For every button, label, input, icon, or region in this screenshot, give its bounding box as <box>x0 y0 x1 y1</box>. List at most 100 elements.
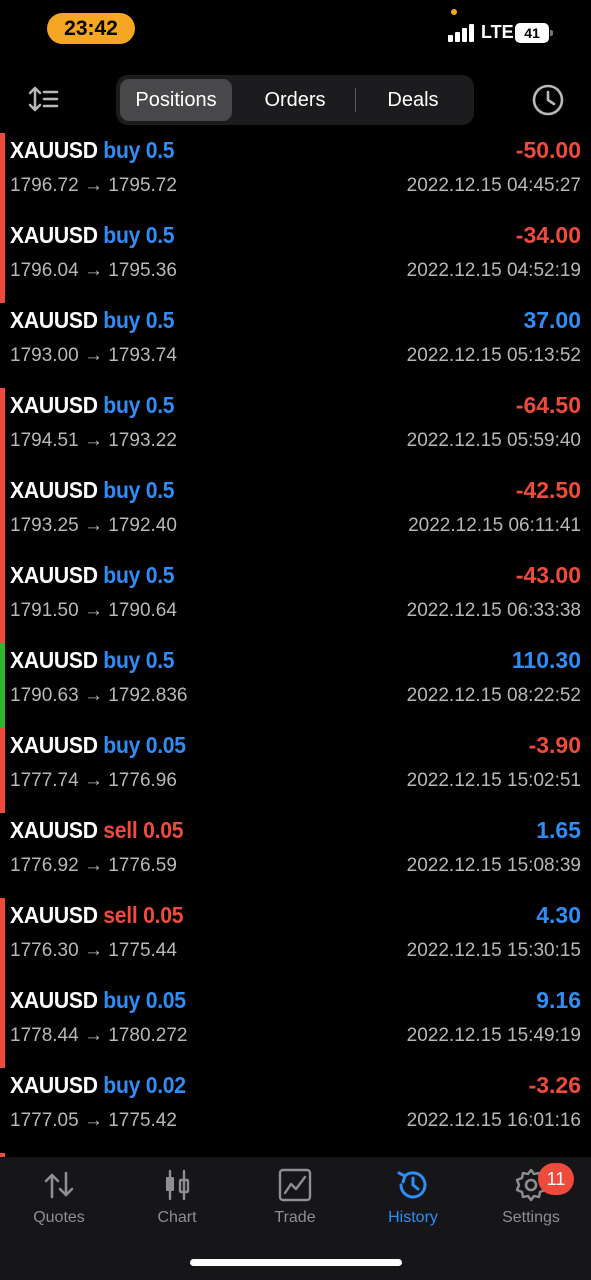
deal-prices: 1793.00 → 1793.74 <box>10 345 177 366</box>
deal-symbol: XAUUSD <box>10 987 98 1013</box>
deal-symbol: XAUUSD <box>10 647 98 673</box>
deal-row[interactable]: XAUUSD buy 0.02 1777.05 → 1775.42 -3.26 202… <box>0 1068 591 1153</box>
deal-title: XAUUSD sell 0.05 <box>10 902 183 929</box>
deal-volume: 0.5 <box>145 392 175 418</box>
battery-icon: 41 <box>515 23 553 43</box>
deal-profit: -64.50 <box>515 392 581 418</box>
deal-prices: 1796.72 → 1795.72 <box>10 175 177 196</box>
arrows-updown-icon <box>44 1171 74 1199</box>
deal-prices: 1794.51 → 1793.22 <box>10 430 177 451</box>
deal-row[interactable]: XAUUSD sell 0.05 1776.92 → 1776.59 1.65 202… <box>0 813 591 898</box>
privacy-indicator-dot <box>451 9 457 15</box>
deal-profit: -3.90 <box>528 732 581 758</box>
tab-history[interactable]: History <box>354 1167 472 1247</box>
deal-marker-bar <box>0 388 5 473</box>
view-segmented-control: Positions Orders Deals <box>116 75 474 125</box>
deal-prices: 1776.30 → 1775.44 <box>10 940 177 961</box>
deal-row[interactable]: XAUUSD buy 0.05 1778.44 → 1780.272 9.16 202… <box>0 983 591 1068</box>
deal-row[interactable]: XAUUSD buy 0.5 1796.72 → 1795.72 -50.00 202… <box>0 133 591 218</box>
deal-profit: 37.00 <box>523 307 581 333</box>
segment-divider <box>355 88 356 112</box>
deal-time: 2022.12.15 15:30:15 <box>406 940 581 961</box>
deal-time: 2022.12.15 15:02:51 <box>406 770 581 791</box>
deal-symbol: XAUUSD <box>10 562 98 588</box>
tab-bar: Quotes Chart Trade History Settings 11 <box>0 1157 591 1280</box>
tab-trade[interactable]: Trade <box>236 1167 354 1247</box>
deal-marker-bar <box>0 898 5 983</box>
deal-marker-bar <box>0 218 5 303</box>
deal-marker-bar <box>0 728 5 813</box>
trade-chart-icon <box>278 1168 312 1202</box>
deal-profit: 1.65 <box>536 817 581 843</box>
deal-row[interactable]: XAUUSD buy 0.5 1790.63 → 1792.836 110.30 20… <box>0 643 591 728</box>
deal-side: buy <box>103 392 141 418</box>
deal-side: buy <box>103 1072 141 1098</box>
clock-icon[interactable] <box>531 83 565 117</box>
network-type: LTE <box>481 22 514 42</box>
tab-settings[interactable]: Settings 11 <box>472 1163 590 1247</box>
status-bar: 23:42 LTE 41 <box>0 0 591 62</box>
deal-time: 2022.12.15 16:01:16 <box>406 1110 581 1131</box>
deal-title: XAUUSD buy 0.5 <box>10 307 175 334</box>
deal-marker-bar <box>0 133 5 218</box>
deal-row[interactable]: XAUUSD sell 0.05 1776.30 → 1775.44 4.30 202… <box>0 898 591 983</box>
deal-time: 2022.12.15 08:22:52 <box>406 685 581 706</box>
deal-time: 2022.12.15 05:13:52 <box>406 345 581 366</box>
tab-quotes[interactable]: Quotes <box>0 1167 118 1247</box>
deal-side: buy <box>103 732 141 758</box>
deal-title: XAUUSD sell 0.05 <box>10 817 183 844</box>
cellular-signal-icon <box>448 24 476 42</box>
next-row-marker <box>0 1153 5 1157</box>
deal-prices: 1778.44 → 1780.272 <box>10 1025 188 1046</box>
deal-row[interactable]: XAUUSD buy 0.5 1791.50 → 1790.64 -43.00 202… <box>0 558 591 643</box>
tab-settings-label: Settings <box>502 1209 560 1226</box>
tab-trade-label: Trade <box>274 1209 316 1226</box>
deal-symbol: XAUUSD <box>10 732 98 758</box>
deal-symbol: XAUUSD <box>10 477 98 503</box>
tab-chart[interactable]: Chart <box>118 1167 236 1247</box>
deal-row[interactable]: XAUUSD buy 0.5 1793.25 → 1792.40 -42.50 202… <box>0 473 591 558</box>
deal-title: XAUUSD buy 0.02 <box>10 1072 186 1099</box>
deal-marker-bar <box>0 473 5 558</box>
deal-symbol: XAUUSD <box>10 902 98 928</box>
deal-volume: 0.5 <box>145 647 175 673</box>
deal-volume: 0.05 <box>145 987 186 1013</box>
deal-profit: 110.30 <box>511 647 581 673</box>
deal-profit: -42.50 <box>515 477 581 503</box>
deal-title: XAUUSD buy 0.05 <box>10 732 186 759</box>
deal-symbol: XAUUSD <box>10 392 98 418</box>
deal-side: buy <box>103 222 141 248</box>
deal-volume: 0.05 <box>145 732 186 758</box>
status-time: 23:42 <box>47 13 135 44</box>
home-indicator <box>190 1259 402 1266</box>
tab-history-label: History <box>388 1209 438 1226</box>
deal-side: sell <box>103 817 138 843</box>
deal-volume: 0.5 <box>145 222 175 248</box>
deal-time: 2022.12.15 15:08:39 <box>406 855 581 876</box>
deal-volume: 0.5 <box>145 137 175 163</box>
tab-positions[interactable]: Positions <box>120 79 232 121</box>
deal-time: 2022.12.15 04:52:19 <box>406 260 581 281</box>
deal-row[interactable]: XAUUSD buy 0.5 1796.04 → 1795.36 -34.00 202… <box>0 218 591 303</box>
deal-row[interactable]: XAUUSD buy 0.5 1794.51 → 1793.22 -64.50 202… <box>0 388 591 473</box>
deal-profit: -34.00 <box>515 222 581 248</box>
deal-row[interactable]: XAUUSD buy 0.05 1777.74 → 1776.96 -3.90 202… <box>0 728 591 813</box>
deal-title: XAUUSD buy 0.05 <box>10 987 186 1014</box>
deal-prices: 1793.25 → 1792.40 <box>10 515 177 536</box>
deal-symbol: XAUUSD <box>10 817 98 843</box>
deal-title: XAUUSD buy 0.5 <box>10 222 175 249</box>
deal-symbol: XAUUSD <box>10 137 98 163</box>
candlestick-icon <box>166 1169 190 1201</box>
deal-time: 2022.12.15 15:49:19 <box>406 1025 581 1046</box>
deal-time: 2022.12.15 06:33:38 <box>406 600 581 621</box>
deal-row[interactable]: XAUUSD buy 0.5 1793.00 → 1793.74 37.00 2022… <box>0 303 591 388</box>
deal-marker-bar <box>0 558 5 643</box>
tab-orders[interactable]: Orders <box>264 89 326 111</box>
deal-side: buy <box>103 647 141 673</box>
tab-deals[interactable]: Deals <box>387 89 439 111</box>
deal-title: XAUUSD buy 0.5 <box>10 647 175 674</box>
deal-symbol: XAUUSD <box>10 307 98 333</box>
deal-prices: 1777.74 → 1776.96 <box>10 770 177 791</box>
sort-icon[interactable] <box>28 84 60 114</box>
deal-prices: 1791.50 → 1790.64 <box>10 600 177 621</box>
